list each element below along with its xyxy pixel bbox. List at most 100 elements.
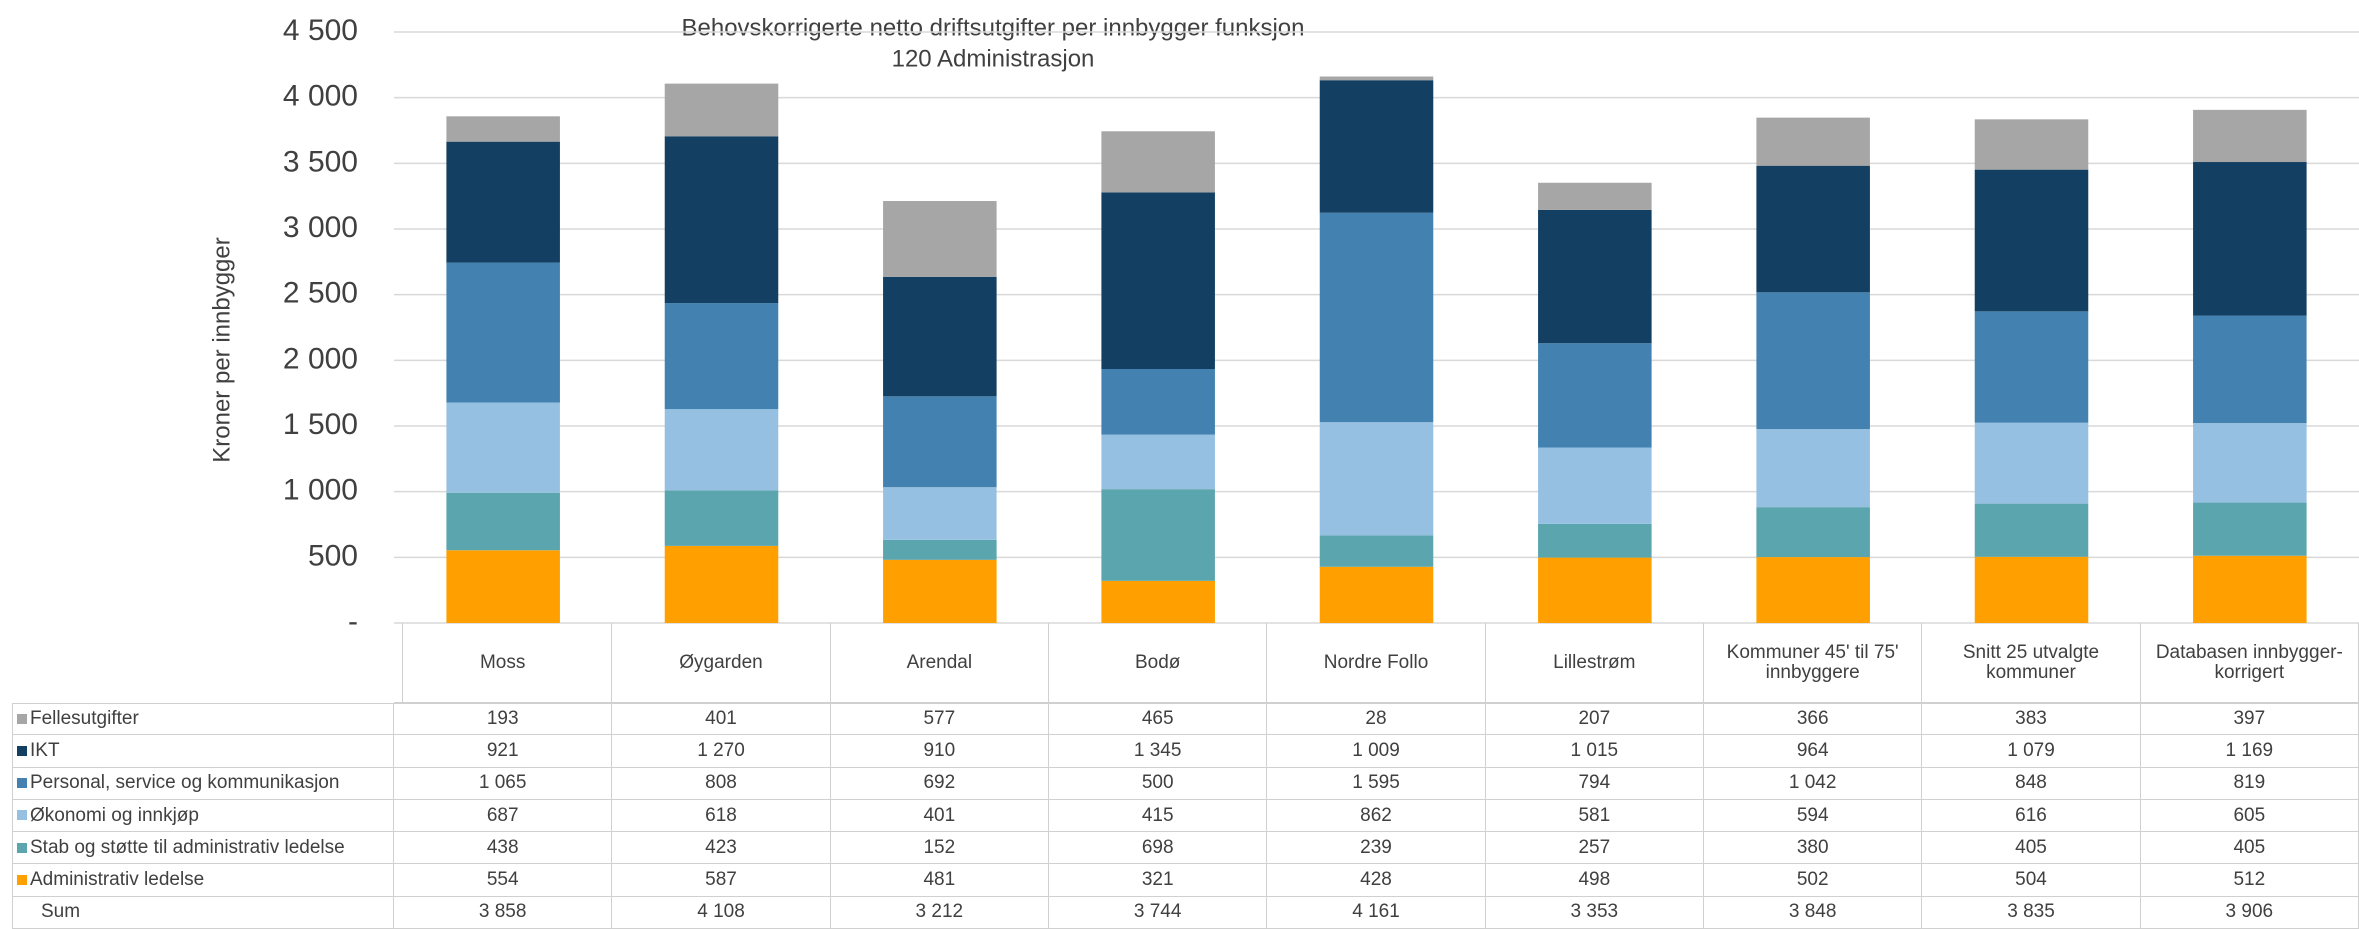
table-value: 321	[1049, 864, 1268, 897]
bar-segment	[1756, 292, 1870, 430]
bar-segment	[1974, 422, 2089, 504]
column-header: Snitt 25 utvalgte kommuner	[1922, 623, 2141, 703]
table-value: 862	[1267, 799, 1486, 833]
bar-segment	[1538, 447, 1652, 524]
table-value: 481	[830, 864, 1049, 897]
column-header: Moss	[394, 623, 613, 703]
table-corner	[394, 623, 403, 703]
table-value: 618	[612, 799, 831, 833]
legend-label: Økonomi og innkjøp	[30, 804, 199, 826]
legend-key	[17, 745, 27, 756]
bar-segment	[446, 492, 560, 551]
bar-segment	[1101, 434, 1215, 490]
bar-segment	[2193, 555, 2307, 623]
table-value: 698	[1049, 832, 1268, 865]
table-value: 1 169	[2140, 735, 2359, 768]
legend-label: IKT	[30, 739, 60, 761]
legend-key	[17, 778, 27, 789]
table-value: 4 161	[1267, 896, 1486, 929]
column-header: Arendal	[830, 623, 1049, 703]
row-label: Administrativ ledelse	[12, 864, 394, 897]
column-header: Nordre Follo	[1267, 623, 1486, 703]
table-value: 383	[1922, 703, 2141, 736]
table-value: 910	[830, 735, 1049, 768]
bar-segment	[1538, 182, 1652, 210]
table-value: 692	[830, 767, 1049, 800]
table-value: 438	[394, 832, 613, 865]
legend-label: Stab og støtte til administrativ ledelse	[30, 836, 345, 858]
y-tick-label: 2 000	[283, 342, 358, 375]
bar-segment	[883, 539, 997, 560]
bar-segment	[1319, 422, 1434, 536]
row-label: Personal, service og kommunikasjon	[12, 767, 394, 800]
table-value: 3 744	[1049, 896, 1268, 929]
y-tick-label: -	[348, 605, 358, 638]
bar-segment	[664, 303, 779, 410]
table-value: 3 212	[830, 896, 1049, 929]
table-value: 1 270	[612, 735, 831, 768]
bar-segment	[1974, 119, 2089, 170]
table-value: 594	[1704, 799, 1923, 833]
bar-segment	[1319, 566, 1434, 623]
bar-segment	[1756, 165, 1870, 293]
table-value: 964	[1704, 735, 1923, 768]
table-value: 808	[612, 767, 831, 800]
bar-segment	[1756, 507, 1870, 558]
bar-segment	[1319, 212, 1434, 423]
table-value: 687	[394, 799, 613, 833]
table-value: 3 858	[394, 896, 613, 929]
table-value: 401	[830, 799, 1049, 833]
table-value: 423	[612, 832, 831, 865]
bar-segment	[2193, 109, 2307, 163]
bar-segment	[1974, 503, 2089, 557]
legend-key	[17, 714, 27, 725]
y-tick-label: 1 500	[283, 408, 358, 441]
table-value: 498	[1485, 864, 1704, 897]
table-value: 380	[1704, 832, 1923, 865]
column-header: Databasen innbygger-korrigert	[2140, 623, 2359, 703]
row-label: Økonomi og innkjøp	[12, 799, 394, 833]
bar-segment	[1974, 169, 2089, 312]
legend-key	[17, 842, 27, 853]
bar-segment	[664, 490, 779, 546]
table-value: 405	[2140, 832, 2359, 865]
y-axis-label: Kroner per innbygger	[208, 237, 235, 462]
table-value: 587	[612, 864, 831, 897]
bar-segment	[446, 550, 560, 623]
bar-segment	[1538, 209, 1652, 344]
table-value: 193	[394, 703, 613, 736]
y-tick-label: 3 000	[283, 211, 358, 244]
table-value: 465	[1049, 703, 1268, 736]
bar-segment	[1756, 557, 1870, 623]
bar-segment	[883, 487, 997, 540]
table-value: 405	[1922, 832, 2141, 865]
table-value: 819	[2140, 767, 2359, 800]
table-value: 794	[1485, 767, 1704, 800]
legend-label: Administrativ ledelse	[30, 869, 205, 891]
bar-segment	[1538, 343, 1652, 448]
y-tick-label: 500	[308, 539, 358, 572]
bar-segment	[1101, 369, 1215, 435]
table-value: 415	[1049, 799, 1268, 833]
legend-key	[17, 875, 27, 886]
bar-segment	[2193, 315, 2307, 424]
table-value: 401	[612, 703, 831, 736]
table-value: 921	[394, 735, 613, 768]
bar-segment	[2193, 162, 2307, 316]
table-value: 1 595	[1267, 767, 1486, 800]
table-value: 3 835	[1922, 896, 2141, 929]
bar-segment	[2193, 502, 2307, 556]
bar-segment	[1101, 489, 1215, 581]
table-value: 500	[1049, 767, 1268, 800]
bar-segment	[1319, 76, 1434, 81]
column-header: Bodø	[1049, 623, 1268, 703]
table-value: 581	[1485, 799, 1704, 833]
table-value: 3 848	[1704, 896, 1923, 929]
table-value: 577	[830, 703, 1049, 736]
table-value: 428	[1267, 864, 1486, 897]
y-tick-label: 3 500	[283, 145, 358, 178]
table-value: 397	[2140, 703, 2359, 736]
bar-segment	[1101, 192, 1215, 370]
table-value: 1 065	[394, 767, 613, 800]
table-value: 848	[1922, 767, 2141, 800]
